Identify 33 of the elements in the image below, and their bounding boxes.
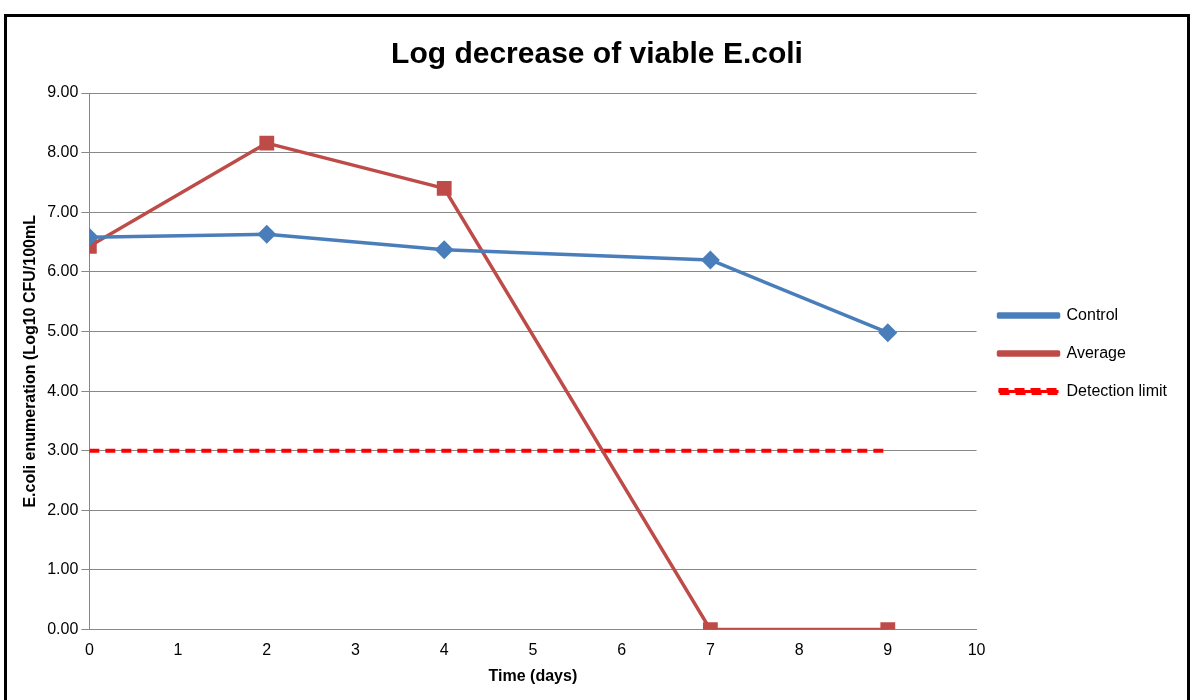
x-tick-label: 7 xyxy=(705,640,715,658)
point xyxy=(436,180,452,196)
point xyxy=(701,251,720,269)
x-tick-label: 10 xyxy=(967,640,986,658)
legend-label: Detection limit xyxy=(1066,381,1168,399)
y-tick-label: 1.00 xyxy=(47,560,79,578)
x-tick-label: 8 xyxy=(794,640,804,658)
y-tick-label: 8.00 xyxy=(47,143,79,161)
y-tick-label: 9.00 xyxy=(47,83,79,101)
legend-label: Average xyxy=(1066,343,1126,361)
x-tick-label: 3 xyxy=(351,640,361,658)
y-tick-label: 7.00 xyxy=(47,202,79,220)
x-tick-label: 2 xyxy=(262,640,272,658)
x-tick-label: 9 xyxy=(883,640,893,658)
y-tick-label: 3.00 xyxy=(47,441,79,459)
point xyxy=(435,241,453,259)
y-tick-label: 0.00 xyxy=(47,620,79,638)
y-axis-title: E.coli enumeration (Log10 CFU/100mL xyxy=(21,214,39,508)
x-axis-title: Time (days) xyxy=(488,666,578,684)
x-tick-label: 4 xyxy=(439,640,449,658)
x-tick-label: 1 xyxy=(173,640,183,658)
y-tick-label: 5.00 xyxy=(47,321,79,339)
x-tick-label: 6 xyxy=(617,640,627,658)
chart-title: Log decrease of viable E.coli xyxy=(391,36,803,70)
x-tick-label: 0 xyxy=(84,640,94,658)
legend-label: Control xyxy=(1066,305,1119,323)
y-tick-label: 6.00 xyxy=(47,262,79,280)
y-tick-label: 2.00 xyxy=(47,500,79,518)
y-tick-label: 4.00 xyxy=(47,381,79,399)
point xyxy=(258,225,276,244)
x-tick-label: 5 xyxy=(528,640,538,658)
point xyxy=(879,323,897,342)
point xyxy=(259,135,275,151)
